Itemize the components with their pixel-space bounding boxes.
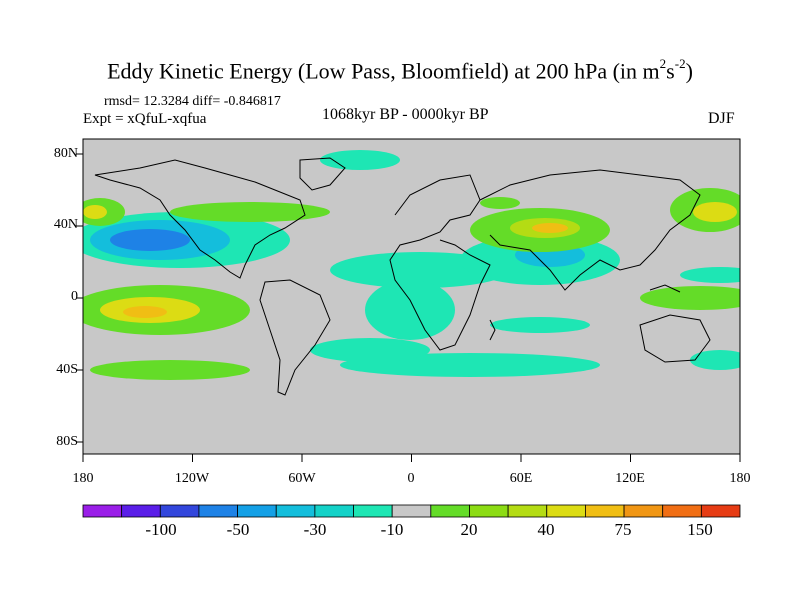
lon-label: 120E xyxy=(615,471,645,486)
lon-label: 60E xyxy=(509,471,533,486)
anomaly-patch xyxy=(690,350,740,370)
colorbar-swatch xyxy=(585,504,625,518)
colorbar-label: 20 xyxy=(460,520,478,539)
colorbar-label: -10 xyxy=(380,520,404,539)
colorbar-swatch xyxy=(430,504,470,518)
anomaly-patch xyxy=(490,317,590,333)
rmsd-diff-stats: rmsd= 12.3284 diff= -0.846817 xyxy=(104,94,281,109)
colorbar-swatch xyxy=(314,504,354,518)
colorbar-swatch xyxy=(700,504,741,518)
colorbar-label: -100 xyxy=(145,520,177,539)
anomaly-field xyxy=(83,150,740,380)
lat-label: 40N xyxy=(53,217,78,232)
figure-title: Eddy Kinetic Energy (Low Pass, Bloomfiel… xyxy=(107,56,693,84)
anomaly-patch xyxy=(693,202,737,222)
anomaly-patch xyxy=(532,223,568,233)
lon-label: 180 xyxy=(729,471,751,486)
anomaly-patch xyxy=(123,306,167,318)
axis-ticks xyxy=(76,153,741,462)
lon-label: 180 xyxy=(72,471,94,486)
lat-label: 40S xyxy=(56,362,78,377)
colorbar-swatch xyxy=(546,504,586,518)
anomaly-patch xyxy=(320,150,400,170)
period-label: 1068kyr BP - 0000kyr BP xyxy=(322,106,489,123)
anomaly-patch xyxy=(310,338,430,362)
lat-label: 0 xyxy=(71,289,78,304)
colorbar xyxy=(82,504,741,518)
anomaly-patch xyxy=(90,360,250,380)
colorbar-swatch xyxy=(275,504,316,518)
anomaly-patch xyxy=(680,267,740,283)
colorbar-label: 75 xyxy=(614,520,632,539)
colorbar-swatch xyxy=(469,504,509,518)
colorbar-swatch xyxy=(623,504,664,518)
colorbar-swatch xyxy=(662,504,702,518)
anomaly-patch xyxy=(365,280,455,340)
season-label: DJF xyxy=(708,110,735,127)
colorbar-swatch xyxy=(391,504,432,518)
colorbar-label: -50 xyxy=(226,520,250,539)
anomaly-patch xyxy=(110,229,190,251)
experiment-label: Expt = xQfuL-xqfua xyxy=(83,111,207,127)
lon-label: 0 xyxy=(407,471,415,486)
colorbar-swatch xyxy=(82,504,123,518)
anomaly-patch xyxy=(640,286,740,310)
colorbar-swatch xyxy=(121,504,161,518)
coastlines xyxy=(94,157,711,396)
colorbar-label: 40 xyxy=(537,520,555,539)
lon-label: 120W xyxy=(174,471,210,486)
anomaly-patch xyxy=(480,197,520,209)
lat-label: 80S xyxy=(56,434,78,449)
colorbar-label: 150 xyxy=(687,520,713,539)
lat-label: 80N xyxy=(53,146,78,161)
anomaly-patch xyxy=(83,205,107,219)
anomaly-patch xyxy=(170,202,330,222)
colorbar-swatch xyxy=(198,504,238,518)
colorbar-swatch xyxy=(353,504,393,518)
colorbar-label: -30 xyxy=(303,520,327,539)
colorbar-swatch xyxy=(237,504,277,518)
lon-label: 60W xyxy=(288,471,316,486)
colorbar-swatch xyxy=(159,504,200,518)
colorbar-swatch xyxy=(507,504,548,518)
